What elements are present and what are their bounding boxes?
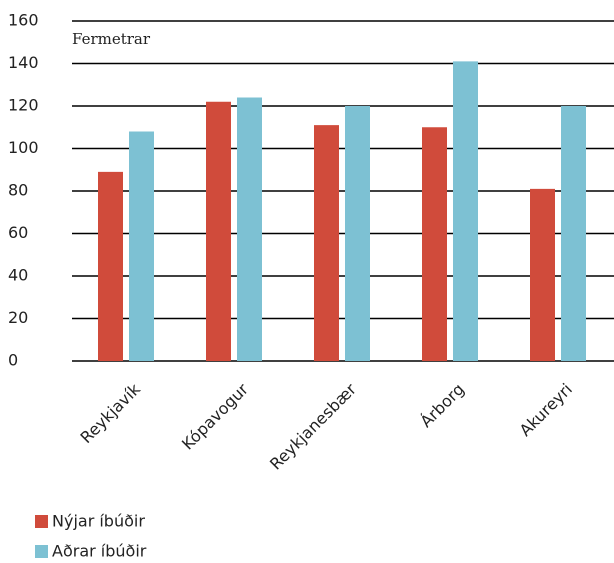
legend-swatch [35, 515, 48, 528]
y-tick-label: 40 [8, 266, 28, 285]
x-tick-label: Kópavogur [178, 379, 252, 453]
bar [561, 106, 586, 361]
chart-subtitle: Fermetrar [72, 30, 151, 48]
bar [314, 125, 339, 361]
y-tick-label: 140 [8, 53, 39, 72]
y-tick-label: 60 [8, 223, 28, 242]
legend-label: Nýjar íbúðir [52, 512, 145, 531]
x-tick-label: Reykjavík [77, 379, 145, 447]
bar [453, 61, 478, 361]
x-tick-label: Árborg [416, 380, 468, 432]
y-tick-label: 80 [8, 181, 28, 200]
x-tick-label: Reykjanesbær [266, 379, 360, 473]
bar [129, 131, 154, 361]
bar [237, 97, 262, 361]
bar [530, 188, 555, 361]
legend-label: Aðrar íbúðir [52, 542, 147, 561]
y-tick-label: 0 [8, 351, 18, 370]
y-tick-label: 20 [8, 308, 28, 327]
legend-swatch [35, 545, 48, 558]
y-tick-label: 120 [8, 96, 39, 115]
y-tick-label: 100 [8, 138, 39, 157]
x-tick-label: Akureyri [516, 380, 576, 440]
bar [422, 127, 447, 361]
bar [345, 106, 370, 361]
bar [206, 101, 231, 361]
bar [98, 171, 123, 361]
y-tick-label: 160 [8, 11, 39, 30]
